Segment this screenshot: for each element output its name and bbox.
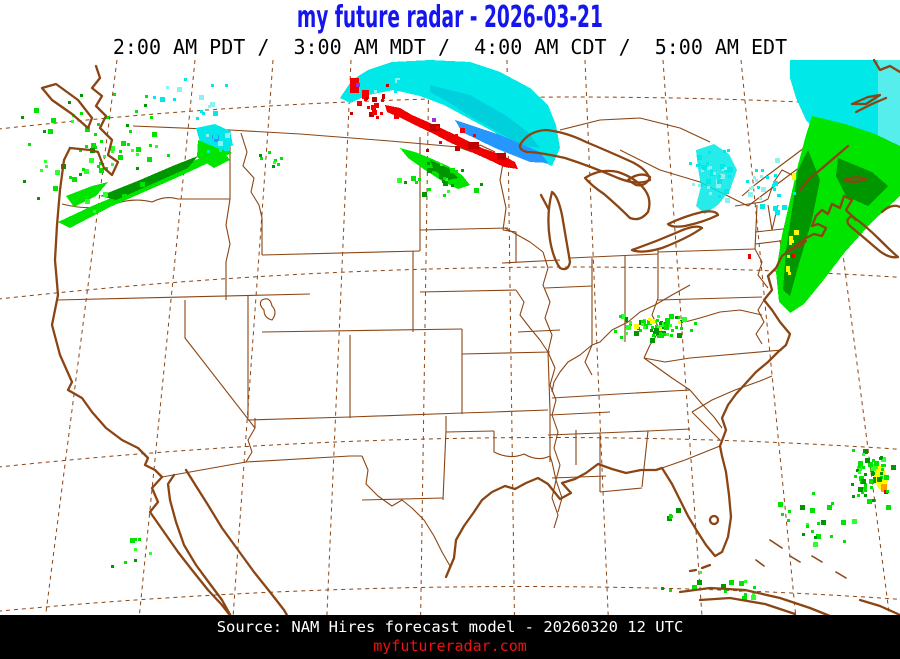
coastlines xyxy=(40,58,900,626)
model-source-text: Source: NAM Hires forecast model - 20260… xyxy=(216,618,684,636)
precipitation-layer xyxy=(58,60,900,494)
timezone-subtitle: 2:00 AM PDT / 3:00 AM MDT / 4:00 AM CDT … xyxy=(112,35,788,59)
footer-bar: Source: NAM Hires forecast model - 20260… xyxy=(0,615,900,659)
website-link[interactable]: myfutureradar.com xyxy=(373,637,527,655)
precip-speckles xyxy=(21,67,896,601)
page-title: my future radar - 2026-03-21 xyxy=(296,0,604,35)
